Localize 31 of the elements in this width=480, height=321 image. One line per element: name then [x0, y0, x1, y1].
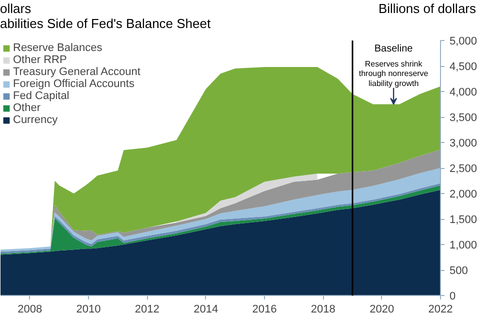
- legend-label: Currency: [13, 114, 58, 126]
- y-tick-label: 500: [450, 265, 468, 277]
- y-tick-label: 2,500: [450, 163, 478, 175]
- x-tick-label: 2010: [76, 304, 101, 316]
- x-tick-label: 2012: [134, 304, 160, 316]
- y-tick-label: 4,500: [450, 61, 478, 73]
- x-tick-label: 2014: [194, 304, 218, 316]
- y-tick-label: 3,500: [450, 112, 478, 124]
- legend-label: Foreign Official Accounts: [13, 78, 134, 90]
- x-tick-label: 2022: [428, 304, 453, 316]
- annotation: Baseline: [374, 44, 414, 55]
- legend-label: Other: [13, 102, 41, 114]
- y-tick-label: 3,000: [450, 138, 478, 150]
- x-tick-label: 2020: [370, 304, 394, 316]
- legend-label: Reserve Balances: [13, 42, 102, 54]
- legend-label: Other RRP: [13, 54, 67, 66]
- x-tick-label: 2008: [18, 304, 42, 316]
- x-tick-label: 2016: [252, 304, 277, 316]
- y-axis-title: Billions of dollars: [378, 1, 476, 16]
- y-tick-label: 5,000: [450, 36, 478, 48]
- y-tick-label: 4,000: [450, 86, 478, 98]
- y-tick-label: 2,000: [450, 188, 478, 200]
- chart-title: abilities Side of Fed's Balance Sheet: [0, 16, 211, 31]
- y-tick-label: 0: [450, 290, 456, 302]
- legend-label: Fed Capital: [13, 90, 70, 102]
- annotation: Reserves shrink through nonreserve liability growth: [358, 59, 429, 88]
- text: ollars: [0, 1, 32, 16]
- y-tick-label: 1,500: [450, 214, 478, 226]
- x-tick-label: 2018: [310, 304, 336, 316]
- y-tick-label: 1,000: [450, 240, 478, 252]
- legend-label: Treasury General Account: [13, 66, 140, 78]
